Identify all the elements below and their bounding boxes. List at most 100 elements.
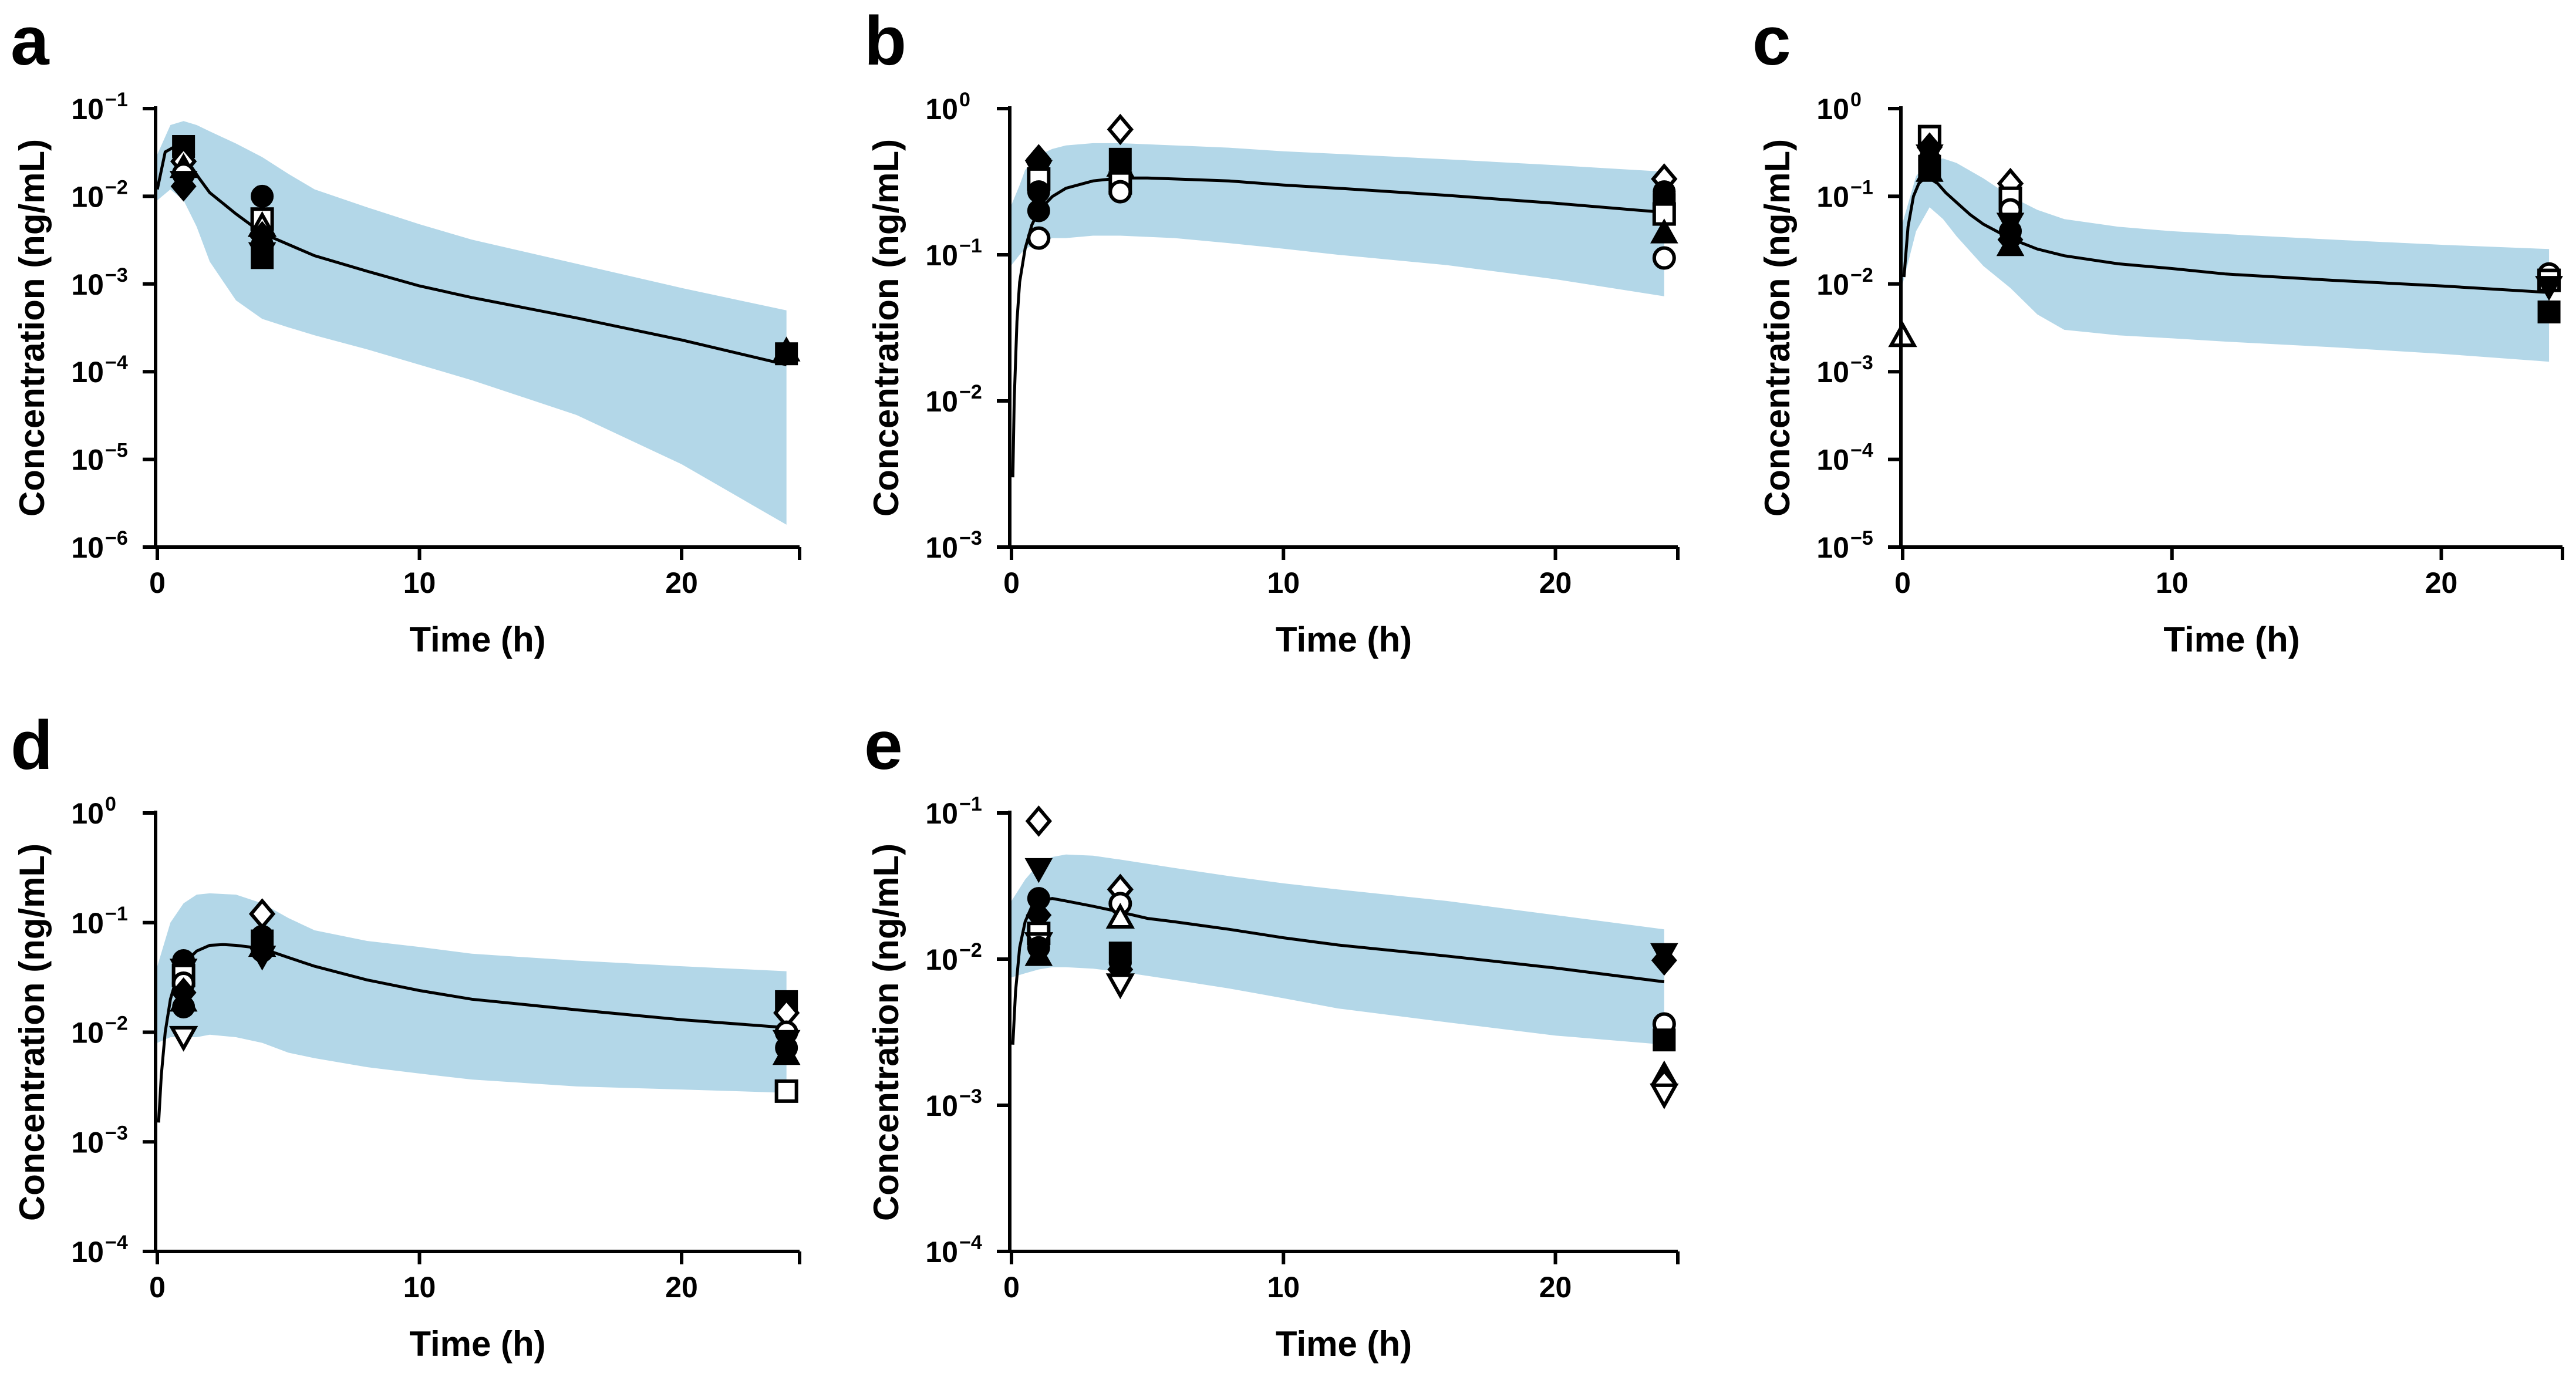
y-tick-exponent: 0 — [959, 89, 970, 111]
y-tick-exponent: −4 — [959, 1231, 982, 1254]
x-tick-label: 20 — [1539, 1271, 1572, 1304]
panel-letter: b — [864, 2, 906, 80]
prediction-interval-band — [1011, 143, 1664, 296]
panel-letter: e — [864, 707, 903, 784]
y-tick-exponent: −1 — [959, 793, 982, 815]
observation-point — [172, 995, 195, 1018]
x-tick-label: 10 — [403, 566, 436, 599]
panel-letter: c — [1752, 2, 1791, 80]
x-axis-title: Time (h) — [409, 1324, 545, 1364]
y-axis-title: Concentration (ng/mL) — [1758, 139, 1797, 517]
observation-point — [1024, 941, 1053, 966]
observation-point — [1916, 157, 1944, 182]
y-tick-exponent: −3 — [1850, 352, 1873, 374]
observation-point — [1996, 231, 2025, 257]
y-tick-label: 10 — [1816, 93, 1849, 126]
observation-point — [1024, 858, 1053, 883]
y-tick-exponent: −3 — [105, 264, 128, 286]
y-tick-label: 10 — [71, 356, 104, 389]
x-tick-label: 0 — [1003, 566, 1020, 599]
x-axis-title: Time (h) — [1276, 620, 1412, 659]
y-tick-label: 10 — [1816, 444, 1849, 477]
x-tick-label: 0 — [149, 566, 166, 599]
observation-point — [1025, 805, 1052, 837]
y-tick-exponent: −3 — [105, 1122, 128, 1144]
x-tick-label: 20 — [1539, 566, 1572, 599]
y-axis-title: Concentration (ng/mL) — [12, 843, 52, 1221]
observation-point — [1650, 1083, 1679, 1109]
y-tick-label: 10 — [925, 385, 958, 418]
y-tick-label: 10 — [925, 943, 958, 976]
median-prediction-line — [1902, 177, 2550, 294]
y-tick-label: 10 — [925, 797, 958, 830]
observation-point — [1107, 113, 1134, 146]
x-tick-label: 20 — [2425, 566, 2458, 599]
y-tick-label: 10 — [71, 1017, 104, 1050]
x-tick-label: 20 — [665, 566, 698, 599]
observation-point — [170, 171, 197, 202]
panel-letter: d — [11, 707, 53, 784]
prediction-interval-band — [157, 893, 787, 1093]
observation-point — [1650, 218, 1678, 244]
observation-point — [1027, 226, 1051, 250]
observation-point — [1105, 903, 1135, 929]
y-tick-exponent: −3 — [959, 527, 982, 549]
prediction-interval-band — [1011, 854, 1664, 1045]
x-axis-title: Time (h) — [409, 620, 545, 659]
median-prediction-line — [1011, 176, 1665, 478]
y-tick-exponent: −1 — [959, 235, 982, 257]
x-axis-title: Time (h) — [2163, 620, 2299, 659]
observation-point — [251, 184, 274, 208]
y-tick-label: 10 — [71, 1236, 104, 1268]
observed-points — [169, 135, 801, 366]
observation-point — [2535, 276, 2563, 301]
y-tick-label: 10 — [71, 444, 104, 477]
y-tick-label: 10 — [71, 907, 104, 940]
observed-points — [1024, 805, 1679, 1109]
x-tick-label: 10 — [2156, 566, 2189, 599]
y-tick-exponent: −4 — [105, 1231, 128, 1254]
y-tick-label: 10 — [925, 239, 958, 272]
observation-point — [1653, 1028, 1676, 1052]
y-tick-exponent: −5 — [105, 440, 128, 462]
y-axis-title: Concentration (ng/mL) — [866, 139, 906, 517]
observation-point — [2537, 300, 2561, 323]
x-tick-label: 0 — [1003, 1271, 1020, 1304]
y-tick-exponent: −6 — [105, 527, 128, 549]
y-tick-label: 10 — [1816, 531, 1849, 564]
y-tick-label: 10 — [71, 531, 104, 564]
panel-letter: a — [11, 2, 50, 80]
y-tick-label: 10 — [71, 180, 104, 213]
y-tick-exponent: −2 — [959, 939, 982, 961]
observation-point — [168, 1025, 198, 1052]
y-tick-exponent: −2 — [959, 381, 982, 403]
x-tick-label: 20 — [665, 1271, 698, 1304]
y-tick-label: 10 — [925, 531, 958, 564]
prediction-interval-band — [157, 121, 787, 525]
x-axis-title: Time (h) — [1276, 1324, 1412, 1364]
prediction-interval-band — [1903, 158, 2550, 362]
y-tick-label: 10 — [1816, 356, 1849, 389]
median-prediction-line — [1011, 897, 1665, 1045]
observed-points — [168, 898, 801, 1103]
x-tick-label: 10 — [1267, 566, 1300, 599]
y-tick-label: 10 — [1816, 268, 1849, 301]
y-tick-label: 10 — [71, 1126, 104, 1159]
observation-point — [1105, 973, 1135, 1000]
observation-point — [775, 342, 798, 366]
y-tick-label: 10 — [925, 93, 958, 126]
x-tick-label: 0 — [1894, 566, 1911, 599]
y-tick-exponent: −5 — [1850, 527, 1873, 549]
observation-point — [1108, 180, 1132, 204]
y-tick-exponent: −4 — [105, 352, 128, 374]
observation-point — [251, 246, 274, 269]
y-tick-label: 10 — [71, 93, 104, 126]
y-tick-exponent: −1 — [105, 89, 128, 111]
y-tick-exponent: −2 — [1850, 264, 1873, 286]
y-tick-label: 10 — [71, 797, 104, 830]
y-axis-title: Concentration (ng/mL) — [866, 843, 906, 1221]
observation-point — [774, 1079, 798, 1103]
